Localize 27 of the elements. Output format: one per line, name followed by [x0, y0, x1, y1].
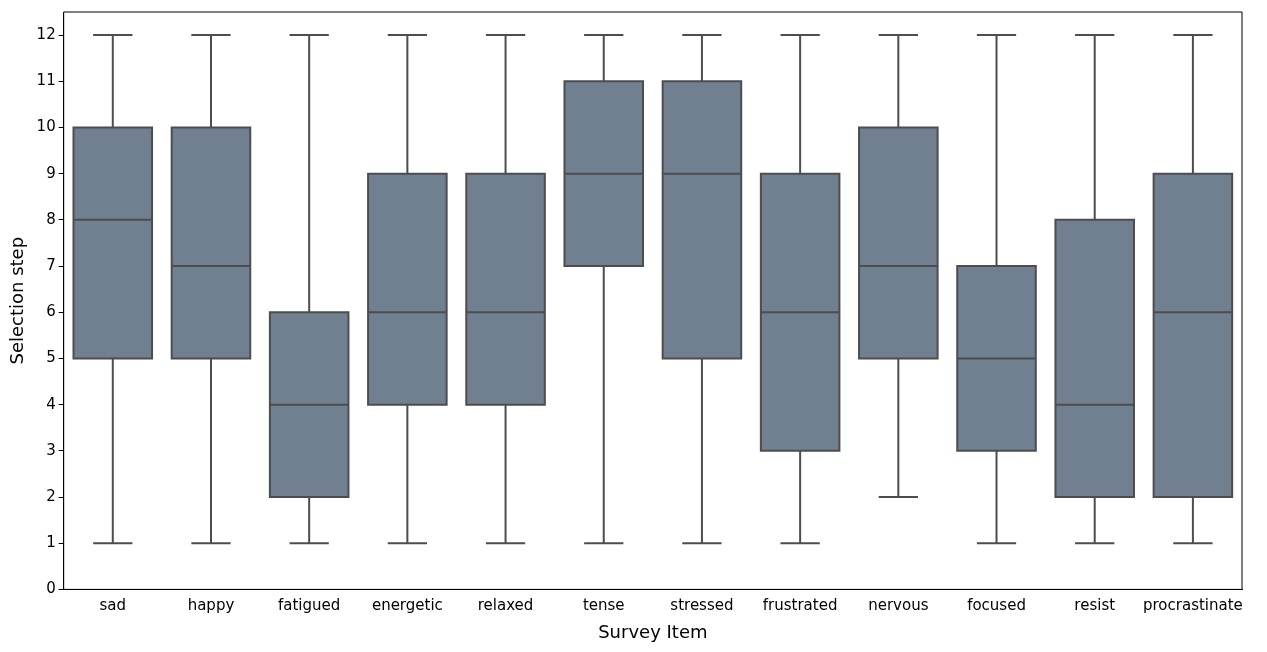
x-tick-label: nervous — [868, 596, 929, 615]
x-tick-label: resist — [1074, 596, 1116, 615]
y-tick-label: 11 — [36, 71, 56, 90]
y-tick-label: 3 — [46, 440, 56, 459]
y-tick-label: 5 — [46, 348, 56, 367]
y-tick-label: 6 — [46, 302, 56, 321]
x-tick-label: relaxed — [477, 596, 534, 615]
x-axis-title: Survey Item — [598, 620, 708, 642]
y-tick-label: 7 — [46, 255, 56, 274]
y-tick-label: 4 — [46, 394, 56, 413]
x-tick-label: tense — [582, 596, 625, 615]
y-axis-title: Selection step — [6, 236, 28, 365]
y-tick-label: 0 — [46, 579, 56, 598]
x-tick-label: stressed — [670, 596, 734, 615]
y-tick-label: 2 — [46, 486, 56, 505]
y-tick-label: 12 — [36, 24, 56, 43]
x-tick-label: frustrated — [762, 596, 838, 615]
y-tick-label: 10 — [36, 117, 56, 136]
y-tick-label: 8 — [46, 209, 56, 228]
x-tick-label: fatigued — [278, 596, 341, 615]
x-tick-label: energetic — [371, 596, 443, 615]
x-tick-label: focused — [967, 596, 1026, 615]
x-tick-label: procrastinate — [1142, 596, 1243, 615]
x-tick-label: happy — [187, 596, 235, 615]
y-tick-label: 9 — [46, 163, 56, 182]
y-tick-label: 1 — [46, 533, 56, 552]
x-tick-label: sad — [99, 596, 127, 615]
